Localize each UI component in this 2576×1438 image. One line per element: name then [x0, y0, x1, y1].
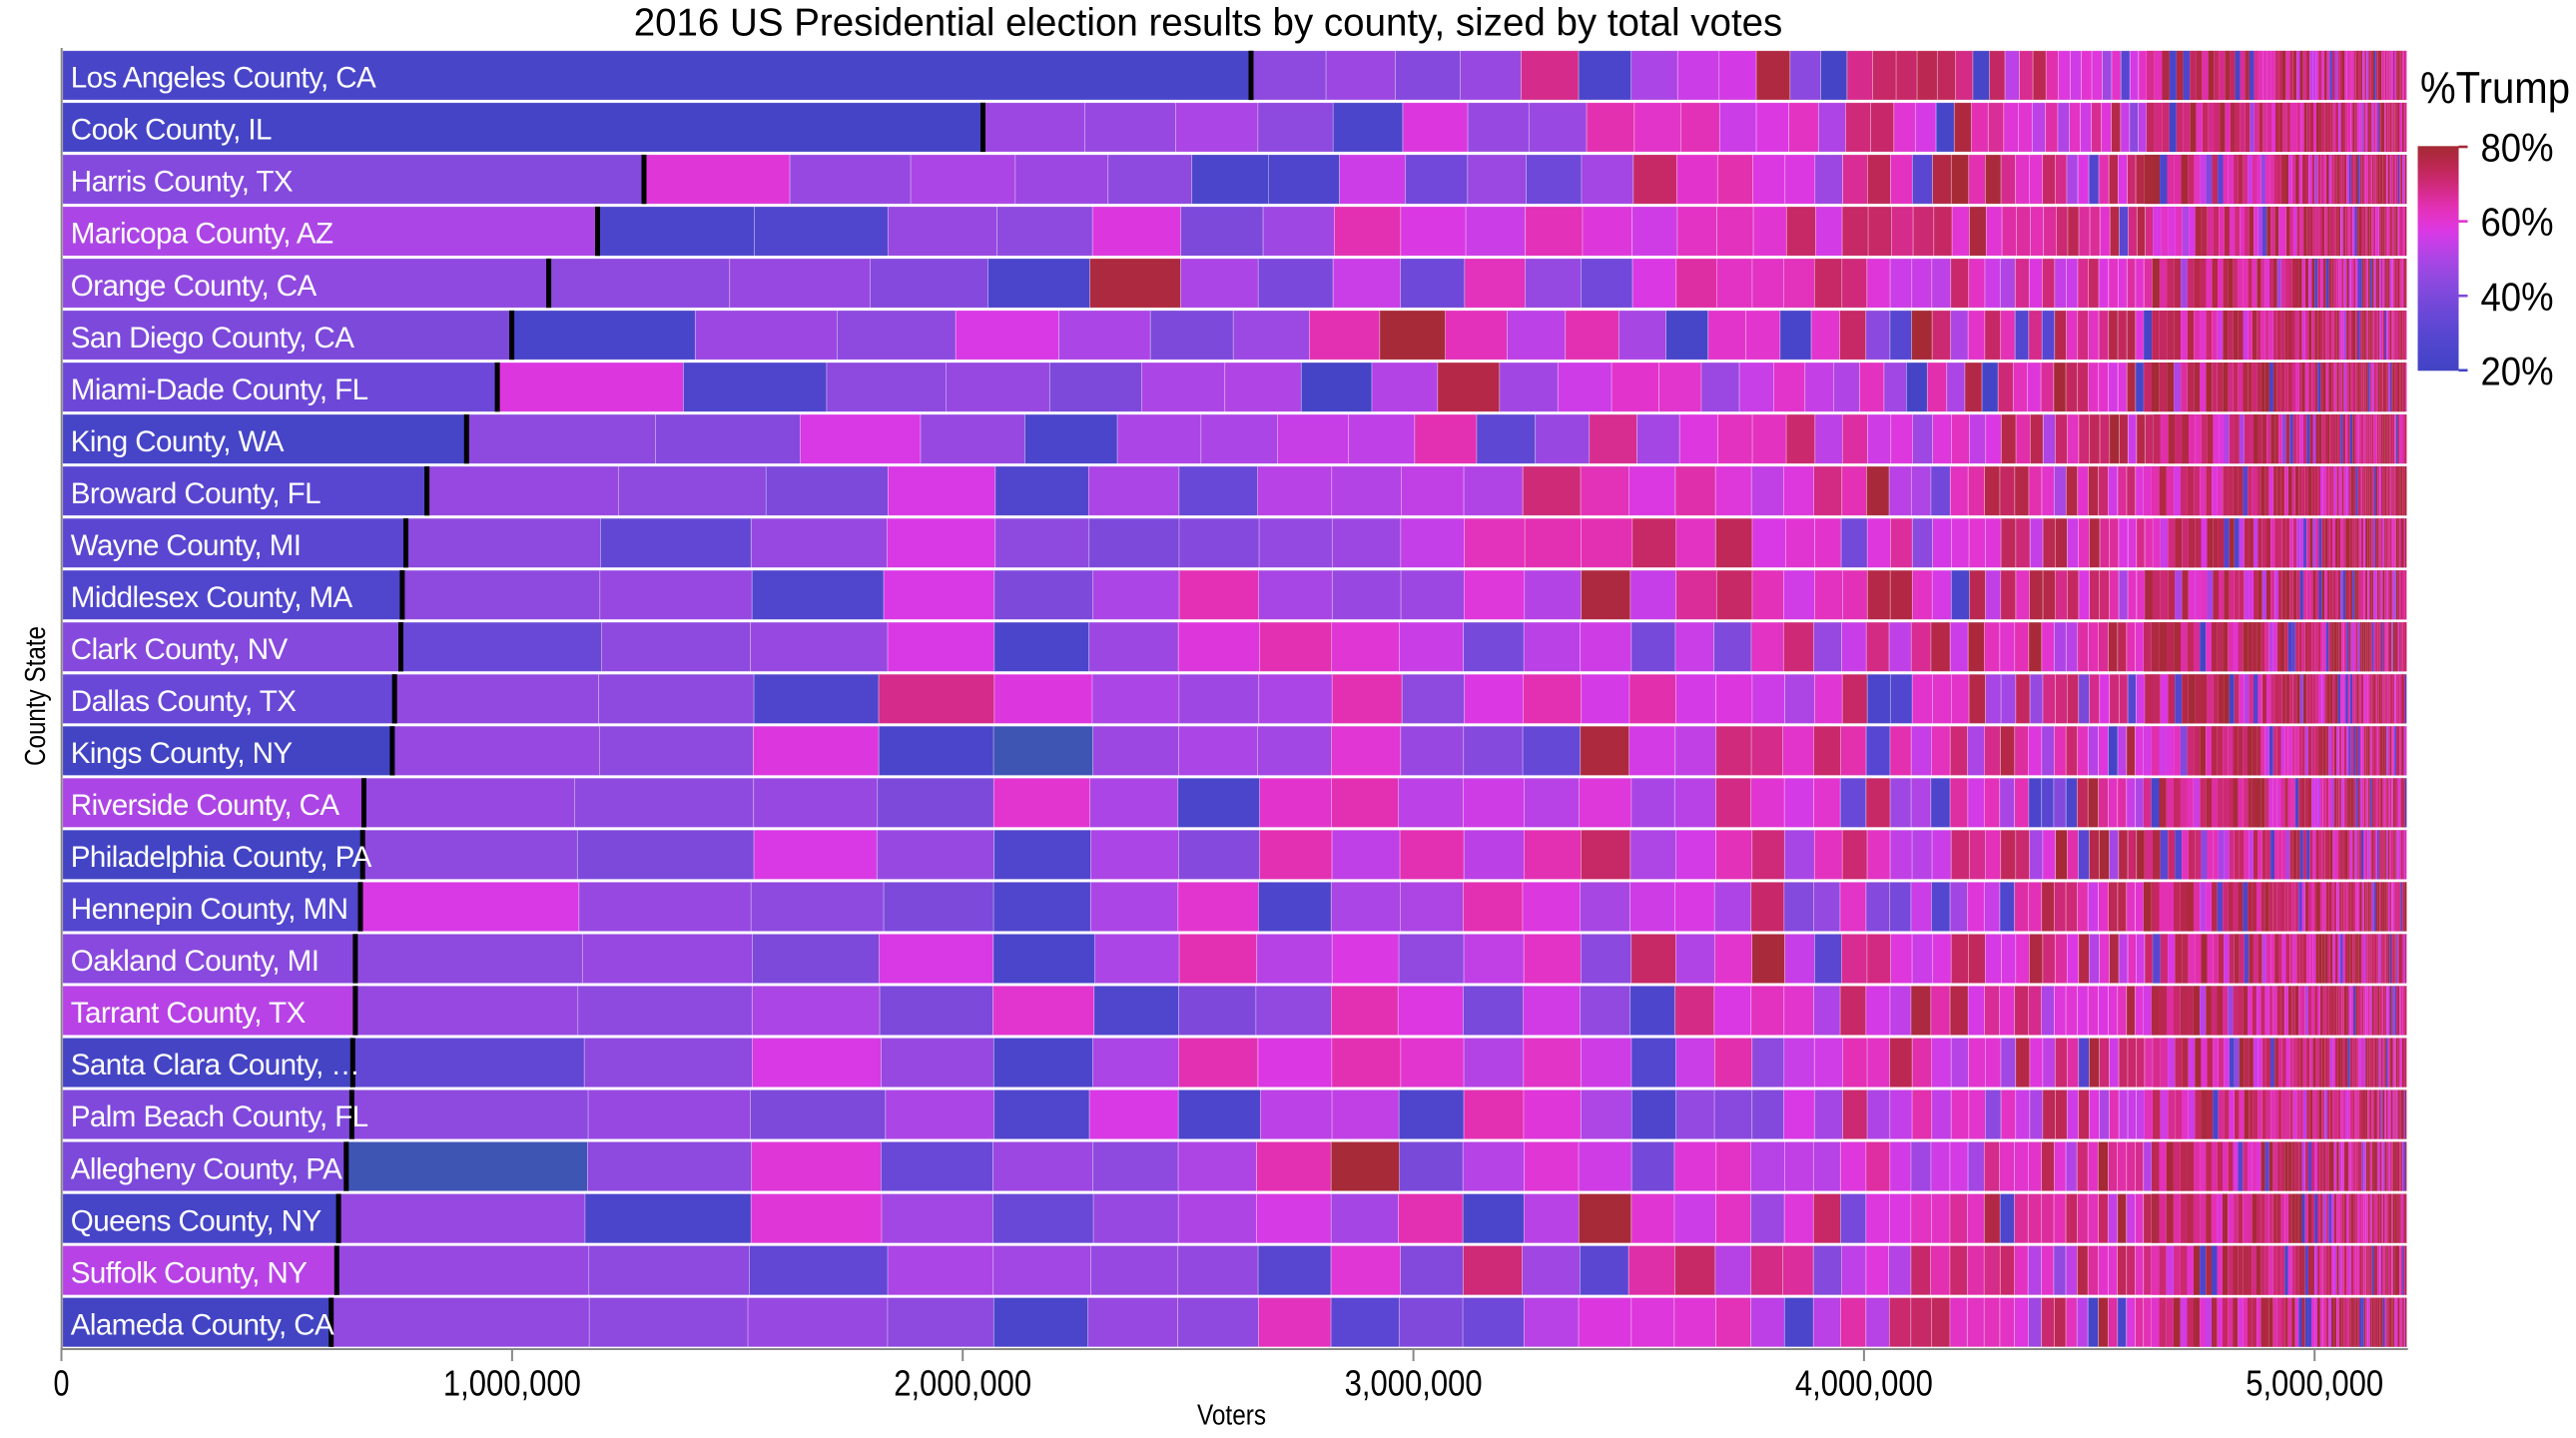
svg-text:King County, WA: King County, WA	[71, 425, 285, 458]
svg-text:Allegheny County, PA: Allegheny County, PA	[71, 1152, 342, 1185]
svg-text:Queens County, NY: Queens County, NY	[71, 1204, 322, 1237]
svg-text:5,000,000: 5,000,000	[2246, 1363, 2383, 1404]
svg-text:Santa Clara County, …: Santa Clara County, …	[71, 1049, 360, 1081]
svg-text:County State: County State	[20, 626, 52, 766]
svg-text:Oakland County, MI: Oakland County, MI	[71, 945, 320, 978]
svg-text:Tarrant County, TX: Tarrant County, TX	[71, 997, 307, 1030]
svg-text:4,000,000: 4,000,000	[1795, 1363, 1933, 1404]
svg-text:Orange County, CA: Orange County, CA	[71, 270, 318, 303]
svg-text:Cook County, IL: Cook County, IL	[71, 114, 272, 147]
svg-text:60%: 60%	[2481, 201, 2554, 245]
svg-text:Voters: Voters	[1197, 1400, 1266, 1432]
svg-text:Wayne County, MI: Wayne County, MI	[71, 529, 302, 562]
svg-text:Clark County, NV: Clark County, NV	[71, 633, 289, 666]
svg-text:1,000,000: 1,000,000	[443, 1363, 581, 1404]
svg-text:Suffolk County, NY: Suffolk County, NY	[71, 1256, 308, 1289]
svg-text:2016 US Presidential election: 2016 US Presidential election results by…	[634, 2, 1783, 45]
svg-text:Philadelphia County, PA: Philadelphia County, PA	[71, 841, 372, 874]
svg-text:Alameda County, CA: Alameda County, CA	[71, 1308, 334, 1341]
svg-text:3,000,000: 3,000,000	[1345, 1363, 1483, 1404]
svg-text:Hennepin County, MN: Hennepin County, MN	[71, 893, 348, 926]
svg-text:Middlesex County, MA: Middlesex County, MA	[71, 581, 353, 614]
svg-text:2,000,000: 2,000,000	[894, 1363, 1031, 1404]
svg-text:Riverside County, CA: Riverside County, CA	[71, 789, 340, 822]
svg-text:Broward County, FL: Broward County, FL	[71, 477, 321, 510]
svg-text:Dallas County, TX: Dallas County, TX	[71, 685, 297, 718]
svg-text:Maricopa County, AZ: Maricopa County, AZ	[71, 218, 333, 251]
svg-text:20%: 20%	[2481, 350, 2554, 393]
svg-text:40%: 40%	[2481, 276, 2554, 320]
svg-text:%Trump: %Trump	[2420, 64, 2570, 113]
svg-text:Harris County, TX: Harris County, TX	[71, 166, 294, 199]
svg-text:80%: 80%	[2481, 127, 2554, 171]
svg-text:San Diego County, CA: San Diego County, CA	[71, 322, 354, 355]
svg-text:Palm Beach County, FL: Palm Beach County, FL	[71, 1100, 368, 1133]
svg-text:Los Angeles County, CA: Los Angeles County, CA	[71, 62, 376, 95]
svg-text:Miami-Dade County, FL: Miami-Dade County, FL	[71, 373, 368, 406]
svg-text:0: 0	[54, 1363, 70, 1404]
svg-text:Kings County, NY: Kings County, NY	[71, 737, 294, 770]
